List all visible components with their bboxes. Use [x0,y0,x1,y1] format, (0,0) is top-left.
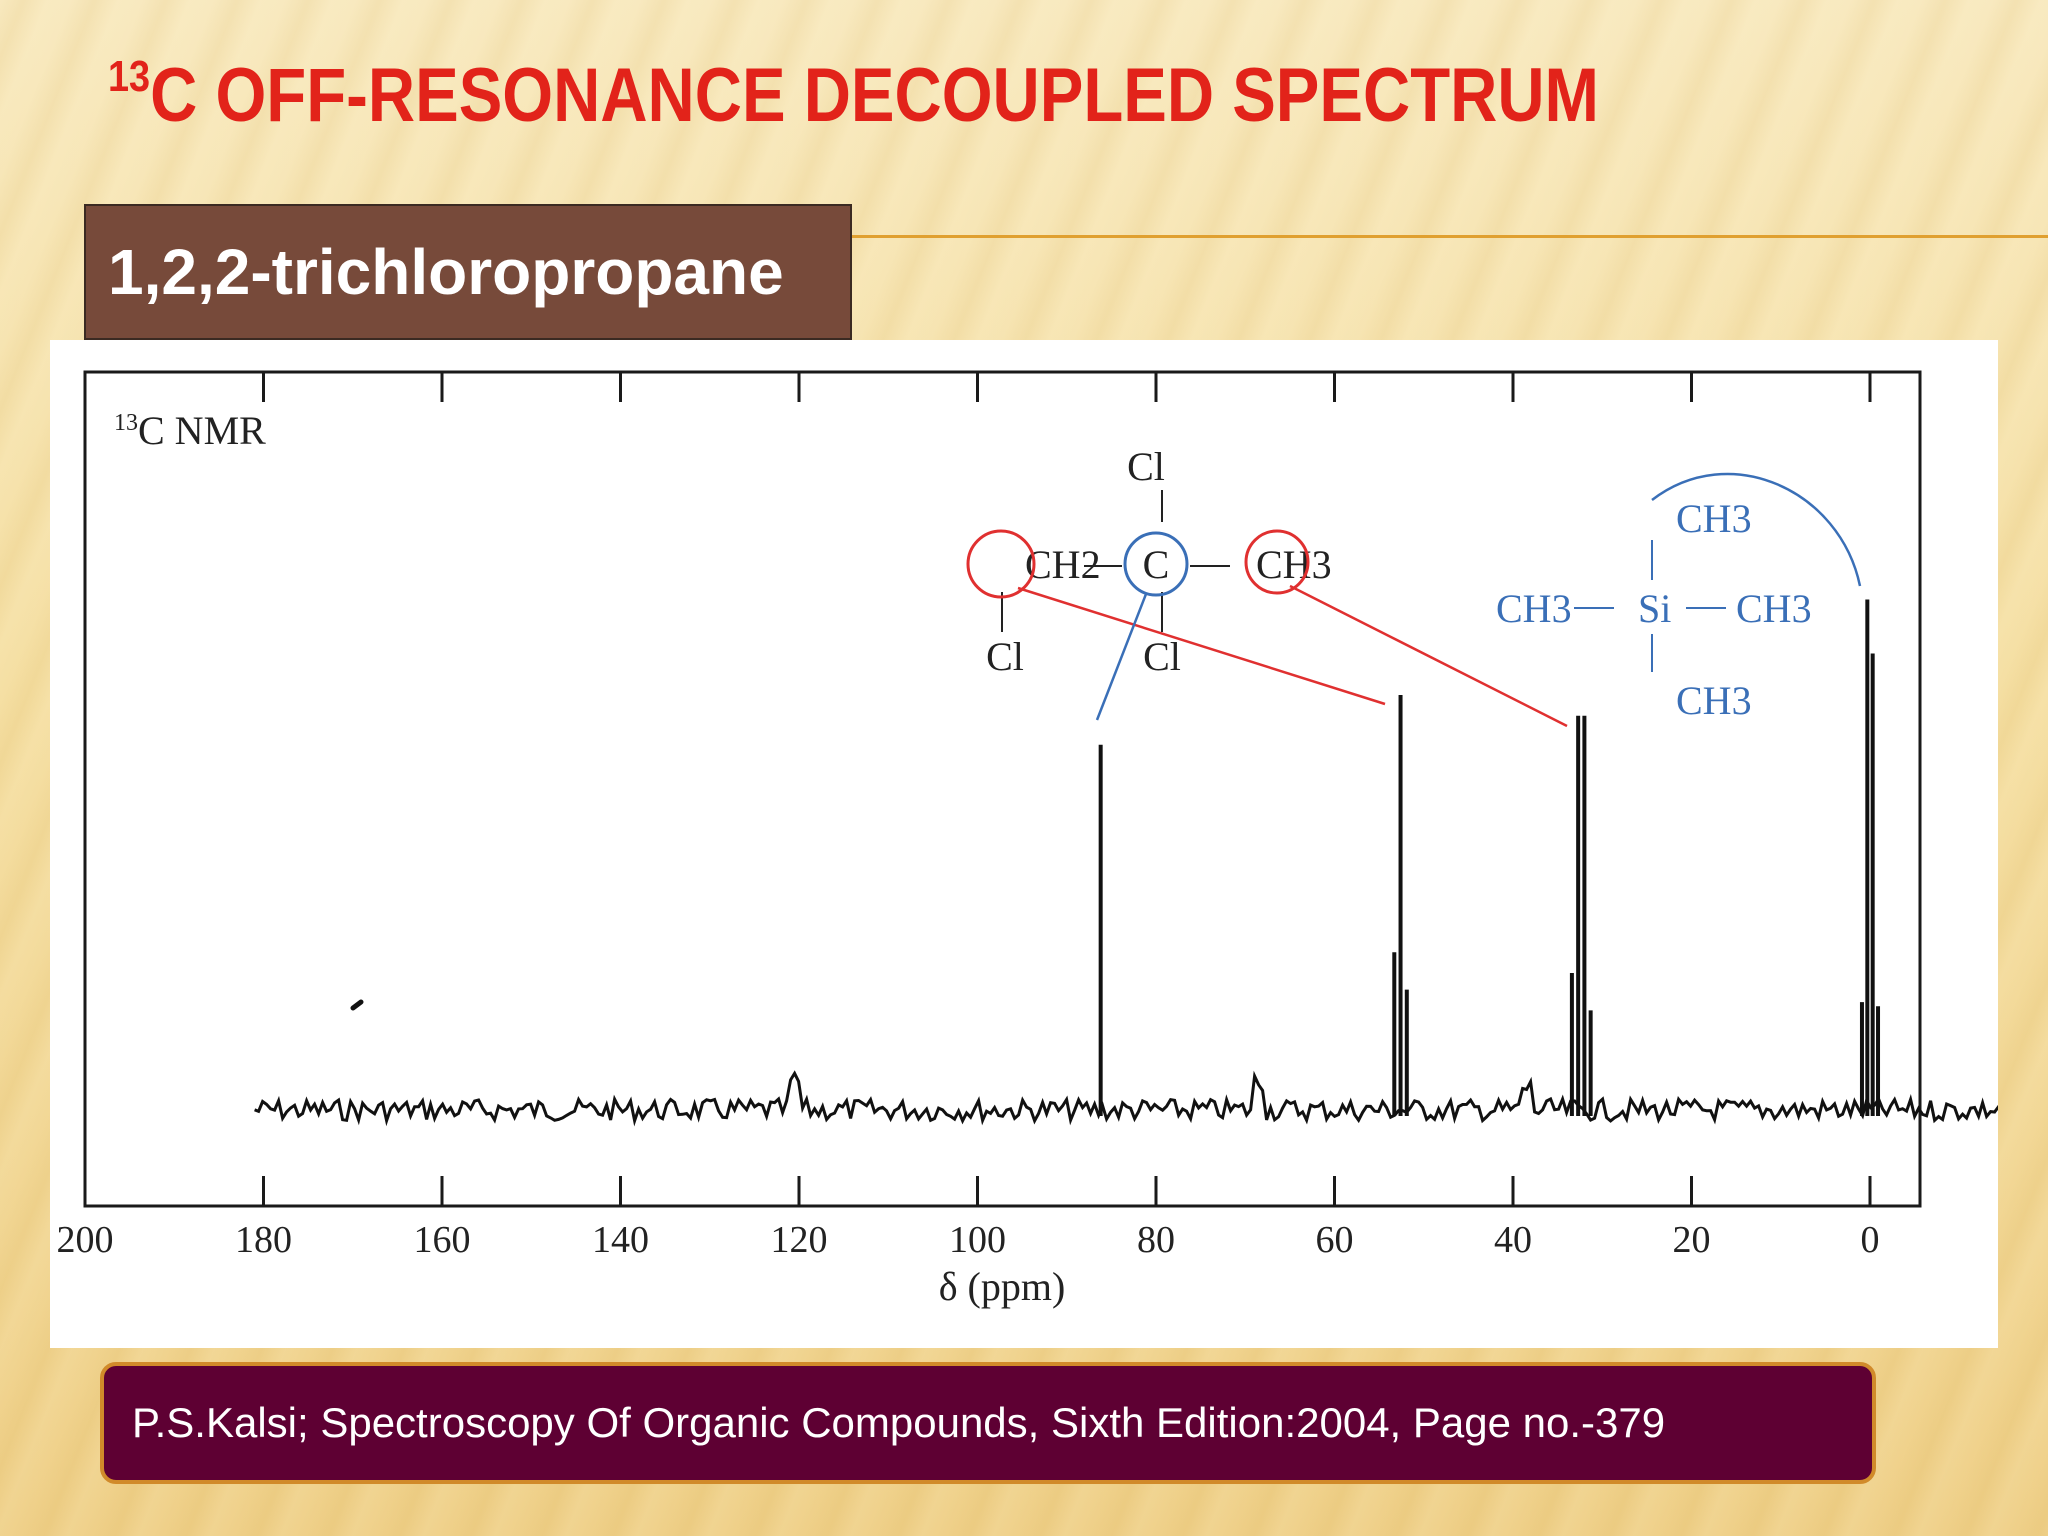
x-tick-label: 140 [592,1219,649,1261]
tms-pointer-arc [1651,472,1862,587]
x-tick-label: 120 [771,1219,828,1261]
atom-ch2: CH2 [1025,542,1101,587]
plot-frame [83,370,1922,1208]
tms-ch3-top: CH3 [1676,496,1752,541]
x-tick-label: 100 [949,1219,1006,1261]
x-axis-label: δ (ppm) [939,1264,1066,1309]
x-tick-label: 160 [414,1219,471,1261]
tms-si: Si [1638,586,1671,631]
header-rule [852,235,2048,238]
x-tick-label: 180 [235,1219,292,1261]
spectrum-label: 13C NMR [114,408,266,453]
subtitle-box: 1,2,2-trichloropropane [84,204,852,340]
x-tick-label: 200 [57,1219,114,1261]
atom-cl-top: Cl [1127,444,1165,489]
title-text: C OFF-RESONANCE DECOUPLED SPECTRUM [150,53,1599,138]
molecule-structure: Cl CH2 C CH3 Cl Cl [986,444,1331,679]
citation-box: P.S.Kalsi; Spectroscopy Of Organic Compo… [100,1362,1876,1484]
ch2-pointer-line [1017,586,1386,706]
ch3-highlight-circle [1244,529,1310,595]
atom-cl-bottom: Cl [1143,634,1181,679]
slide-title: 13C OFF-RESONANCE DECOUPLED SPECTRUM [108,52,1599,139]
ch2-highlight-circle [966,529,1036,599]
atom-cl-left: Cl [986,634,1024,679]
x-tick-label: 0 [1861,1219,1880,1261]
citation-text: P.S.Kalsi; Spectroscopy Of Organic Compo… [132,1399,1666,1446]
tms-ch3-right: CH3 [1736,586,1812,631]
subtitle-text: 1,2,2-trichloropropane [108,236,784,308]
x-tick-label: 40 [1494,1219,1532,1261]
x-tick-label: 20 [1673,1219,1711,1261]
nmr-spectrum-chart: 200 180 160 140 120 100 80 60 40 20 0 13C NMR δ (p… [57,370,1998,1309]
atom-c: C [1143,542,1170,587]
x-tick-label: 80 [1137,1219,1175,1261]
spectrum-baseline [254,1070,1998,1127]
atom-ch3: CH3 [1256,542,1332,587]
ch3-pointer-line [1289,584,1568,728]
tms-structure: CH3 CH3 Si CH3 CH3 [1496,496,1812,723]
x-tick-label: 60 [1316,1219,1354,1261]
spectrum-panel: 200 180 160 140 120 100 80 60 40 20 0 13C NMR δ (p… [50,340,1998,1348]
spectrum-label-sup: 13 [114,410,138,436]
x-axis-ticks [262,372,1872,1206]
c-pointer-line [1095,593,1148,721]
tms-ch3-bottom: CH3 [1676,678,1752,723]
tms-ch3-left: CH3 [1496,586,1572,631]
spectrum-peaks [1098,599,1881,1116]
c-highlight-circle [1123,531,1189,597]
x-axis-tick-labels: 200 180 160 140 120 100 80 60 40 20 0 [57,1219,1880,1261]
spectrum-label-text: C NMR [138,408,266,453]
stray-mark [350,999,364,1011]
title-superscript: 13 [108,52,151,101]
